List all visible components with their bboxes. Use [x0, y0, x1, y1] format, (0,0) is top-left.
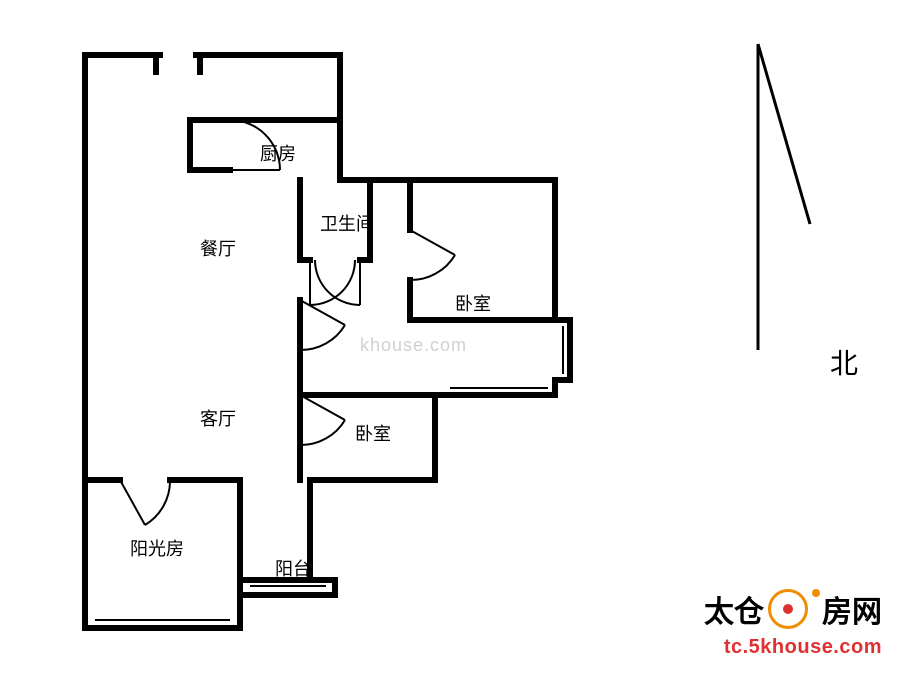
label-bedroom2: 卧室 — [355, 420, 391, 446]
brand-eye-icon — [768, 589, 808, 629]
brand-url: tc.5khouse.com — [724, 636, 882, 659]
compass-north-label: 北 — [830, 342, 858, 382]
brand-dot-icon — [812, 589, 820, 597]
label-bathroom: 卫生间 — [320, 210, 374, 236]
label-sunroom: 阳光房 — [130, 535, 184, 561]
label-living: 客厅 — [200, 405, 236, 431]
label-bedroom1: 卧室 — [455, 290, 491, 316]
brand-logo: 太仓 房网 — [704, 587, 882, 631]
label-kitchen: 厨房 — [260, 140, 296, 166]
floor-plan-stage: { "canvas": { "width": 900, "height": 67… — [0, 0, 900, 673]
label-dining: 餐厅 — [200, 235, 236, 261]
brand-text-2: 房网 — [822, 587, 882, 631]
label-balcony: 阳台 — [275, 555, 311, 581]
brand-text-1: 太仓 — [704, 587, 764, 631]
watermark-text: khouse.com — [360, 335, 467, 356]
